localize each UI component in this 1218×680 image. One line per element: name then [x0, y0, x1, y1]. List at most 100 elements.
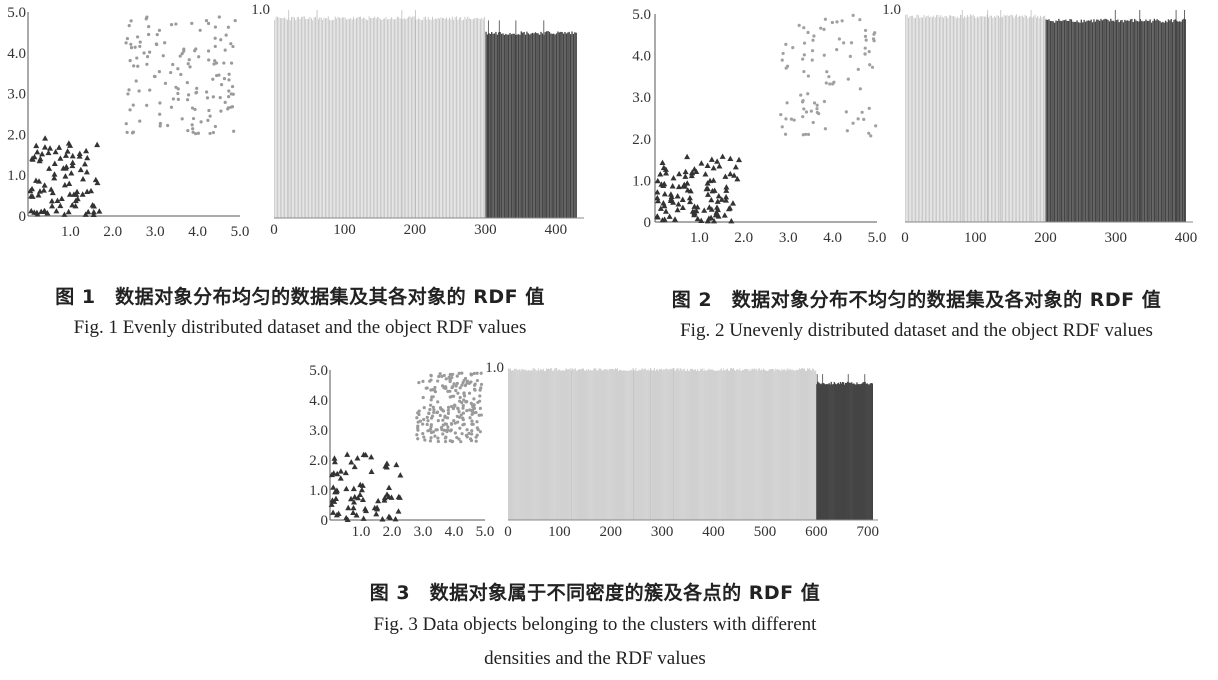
data-point-triangle	[66, 180, 73, 186]
data-point-triangle	[682, 173, 689, 179]
data-point-dot	[427, 411, 431, 415]
data-point-dot	[867, 131, 871, 135]
data-point-triangle	[69, 202, 76, 208]
data-point-dot	[422, 406, 426, 410]
data-point-dot	[804, 110, 809, 114]
data-point-dot	[126, 92, 130, 96]
data-point-triangle	[688, 172, 695, 179]
data-point-dot	[227, 78, 231, 82]
data-point-dot	[423, 438, 427, 442]
y-tick-label: 3.0	[632, 90, 651, 106]
data-point-dot	[421, 395, 425, 400]
data-point-dot	[128, 59, 132, 63]
data-point-dot	[446, 389, 450, 393]
data-point-dot	[190, 123, 194, 127]
data-point-triangle	[659, 217, 666, 223]
data-point-dot	[468, 437, 473, 441]
x-tick-label: 200	[1034, 230, 1057, 246]
data-point-triangle	[360, 515, 367, 521]
y-tick-label: 5.0	[632, 7, 651, 23]
fig1-caption-en: Fig. 1 Evenly distributed dataset and th…	[73, 317, 527, 338]
data-point-dot	[125, 130, 129, 135]
x-tick-label: 5.0	[868, 230, 887, 246]
data-point-triangle	[358, 486, 365, 493]
data-point-dot	[864, 38, 868, 42]
data-point-dot	[137, 89, 141, 93]
data-point-dot	[415, 416, 419, 420]
data-point-triangle	[707, 177, 714, 184]
data-point-dot	[830, 20, 834, 25]
data-point-triangle	[715, 192, 722, 199]
data-point-dot	[476, 428, 480, 432]
data-point-dot	[469, 372, 473, 376]
data-point-dot	[213, 36, 217, 40]
data-point-triangle	[351, 463, 358, 470]
x-tick-label: 200	[600, 524, 623, 540]
data-point-triangle	[33, 177, 40, 183]
data-point-dot	[863, 46, 867, 50]
data-point-dot	[456, 406, 460, 410]
data-point-triangle	[40, 187, 47, 193]
x-tick-label: 1.0	[690, 230, 709, 246]
data-point-dot	[224, 33, 228, 37]
data-point-triangle	[61, 211, 68, 217]
data-point-dot	[811, 120, 815, 125]
data-point-dot	[824, 81, 828, 85]
data-point-dot	[222, 77, 227, 81]
data-point-triangle	[670, 175, 677, 181]
x-tick-label: 600	[805, 524, 828, 540]
data-point-dot	[827, 75, 831, 79]
data-point-dot	[463, 383, 468, 388]
data-point-dot	[206, 21, 211, 26]
data-point-dot	[163, 81, 168, 85]
data-point-dot	[846, 77, 850, 81]
data-point-dot	[851, 13, 855, 17]
y-tick-label: 4.0	[7, 46, 26, 62]
data-point-triangle	[669, 183, 676, 189]
data-point-dot	[142, 51, 146, 55]
data-point-dot	[454, 388, 458, 393]
data-point-dot	[213, 25, 218, 29]
data-point-dot	[802, 41, 807, 45]
data-point-triangle	[56, 144, 63, 150]
data-point-dot	[441, 432, 445, 436]
x-tick-label: 1.0	[352, 524, 371, 540]
data-point-triangle	[660, 200, 667, 206]
data-point-dot	[219, 83, 224, 87]
data-point-triangle	[667, 191, 674, 197]
data-point-dot	[436, 439, 440, 444]
data-point-dot	[867, 106, 871, 110]
data-point-triangle	[66, 191, 73, 197]
data-point-triangle	[79, 191, 86, 197]
data-point-dot	[131, 103, 135, 107]
data-point-triangle	[57, 155, 64, 161]
data-point-dot	[191, 127, 195, 131]
data-point-triangle	[52, 148, 59, 155]
data-point-triangle	[704, 162, 711, 169]
data-point-dot	[446, 405, 451, 409]
data-point-dot	[436, 419, 440, 423]
data-point-dot	[125, 36, 130, 41]
data-point-dot	[440, 384, 445, 388]
data-point-dot	[848, 54, 852, 58]
data-point-triangle	[49, 202, 56, 209]
data-point-dot	[457, 371, 461, 375]
x-tick-label: 0	[504, 524, 512, 540]
data-point-dot	[860, 110, 864, 114]
data-point-dot	[425, 415, 429, 419]
data-point-triangle	[83, 168, 90, 175]
x-tick-label: 2.0	[734, 230, 753, 246]
data-point-triangle	[698, 217, 705, 224]
data-point-dot	[478, 388, 482, 392]
data-point-dot	[431, 405, 435, 409]
data-point-triangle	[333, 487, 340, 493]
data-point-triangle	[337, 468, 344, 474]
data-point-triangle	[687, 198, 694, 205]
data-point-triangle	[88, 187, 95, 194]
data-point-dot	[840, 19, 844, 23]
data-point-triangle	[694, 215, 701, 222]
data-point-triangle	[65, 140, 72, 146]
data-point-triangle	[362, 451, 369, 458]
data-point-dot	[452, 418, 456, 423]
data-point-dot	[428, 428, 432, 432]
